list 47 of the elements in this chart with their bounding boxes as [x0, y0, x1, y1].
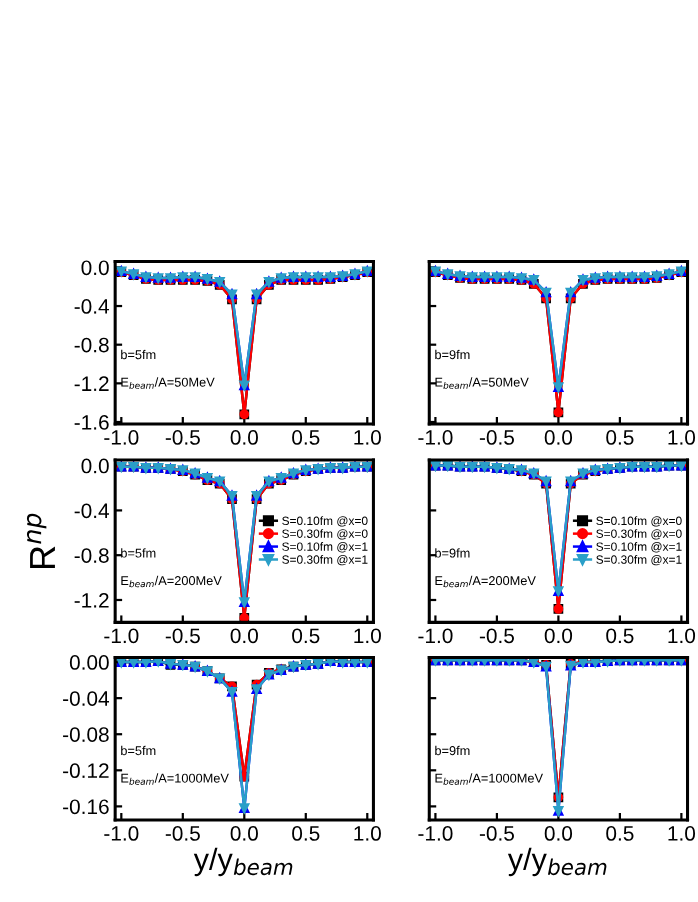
x-tick-label: -0.5 [165, 430, 200, 445]
x-axis-title: y/y$_{beam}$ [193, 847, 293, 877]
y-tick-label: -0.8 [74, 337, 109, 353]
y-tick-label: -1.2 [74, 376, 109, 391]
x-tick-label: 0.0 [544, 826, 573, 841]
y-tick-label: -0.04 [63, 691, 110, 706]
x-tick-label: 1.0 [354, 430, 381, 445]
x-tick-label: -1.0 [418, 430, 453, 445]
x-tick-label: 0.0 [230, 430, 258, 445]
x-tick-label: 0.0 [230, 826, 258, 841]
x-tick-label: 1.0 [354, 628, 381, 644]
x-tick-label: 1.0 [668, 628, 696, 644]
x-tick-label: 1.0 [354, 826, 381, 841]
y-tick-label: -0.16 [63, 799, 109, 815]
y-tick-label: 0.0 [81, 260, 109, 276]
x-tick-label: -1.0 [104, 430, 139, 445]
y-tick-label: -0.4 [74, 299, 110, 314]
x-tick-label: 0.0 [544, 430, 573, 445]
x-tick-label: 1.0 [668, 430, 696, 445]
y-tick-label: -1.2 [74, 592, 109, 608]
x-tick-label: -0.5 [479, 430, 514, 445]
y-axis-title: R$^{np}$ [26, 513, 55, 569]
x-tick-label: 0.5 [606, 628, 634, 644]
x-tick-label: 0.5 [292, 430, 320, 445]
x-tick-label: -0.5 [165, 826, 200, 841]
y-tick-label: 0.0 [81, 458, 109, 474]
x-tick-label: 0.5 [606, 430, 634, 445]
x-tick-label: -0.5 [165, 628, 200, 644]
x-tick-label: 0.5 [292, 628, 320, 644]
x-tick-label: 0.0 [230, 628, 258, 644]
x-tick-label: -0.5 [479, 826, 514, 841]
x-tick-label: -1.0 [104, 826, 139, 841]
y-tick-label: -0.4 [74, 503, 110, 519]
x-tick-label: -1.0 [418, 826, 453, 841]
y-tick-label: -0.08 [63, 727, 109, 742]
x-axis-title: y/y$_{beam}$ [507, 847, 607, 877]
x-tick-label: 0.5 [606, 826, 634, 841]
y-tick-label: -0.8 [74, 548, 109, 563]
x-tick-label: -0.5 [479, 628, 514, 644]
y-tick-label: -1.6 [74, 415, 109, 430]
y-tick-label: -0.12 [63, 763, 109, 779]
y-tick-label: 0.00 [69, 655, 109, 670]
x-tick-label: 0.0 [544, 628, 573, 644]
x-tick-label: 1.0 [668, 826, 696, 841]
x-tick-label: -1.0 [104, 628, 139, 644]
x-tick-label: 0.5 [292, 826, 320, 841]
x-tick-label: -1.0 [418, 628, 453, 644]
